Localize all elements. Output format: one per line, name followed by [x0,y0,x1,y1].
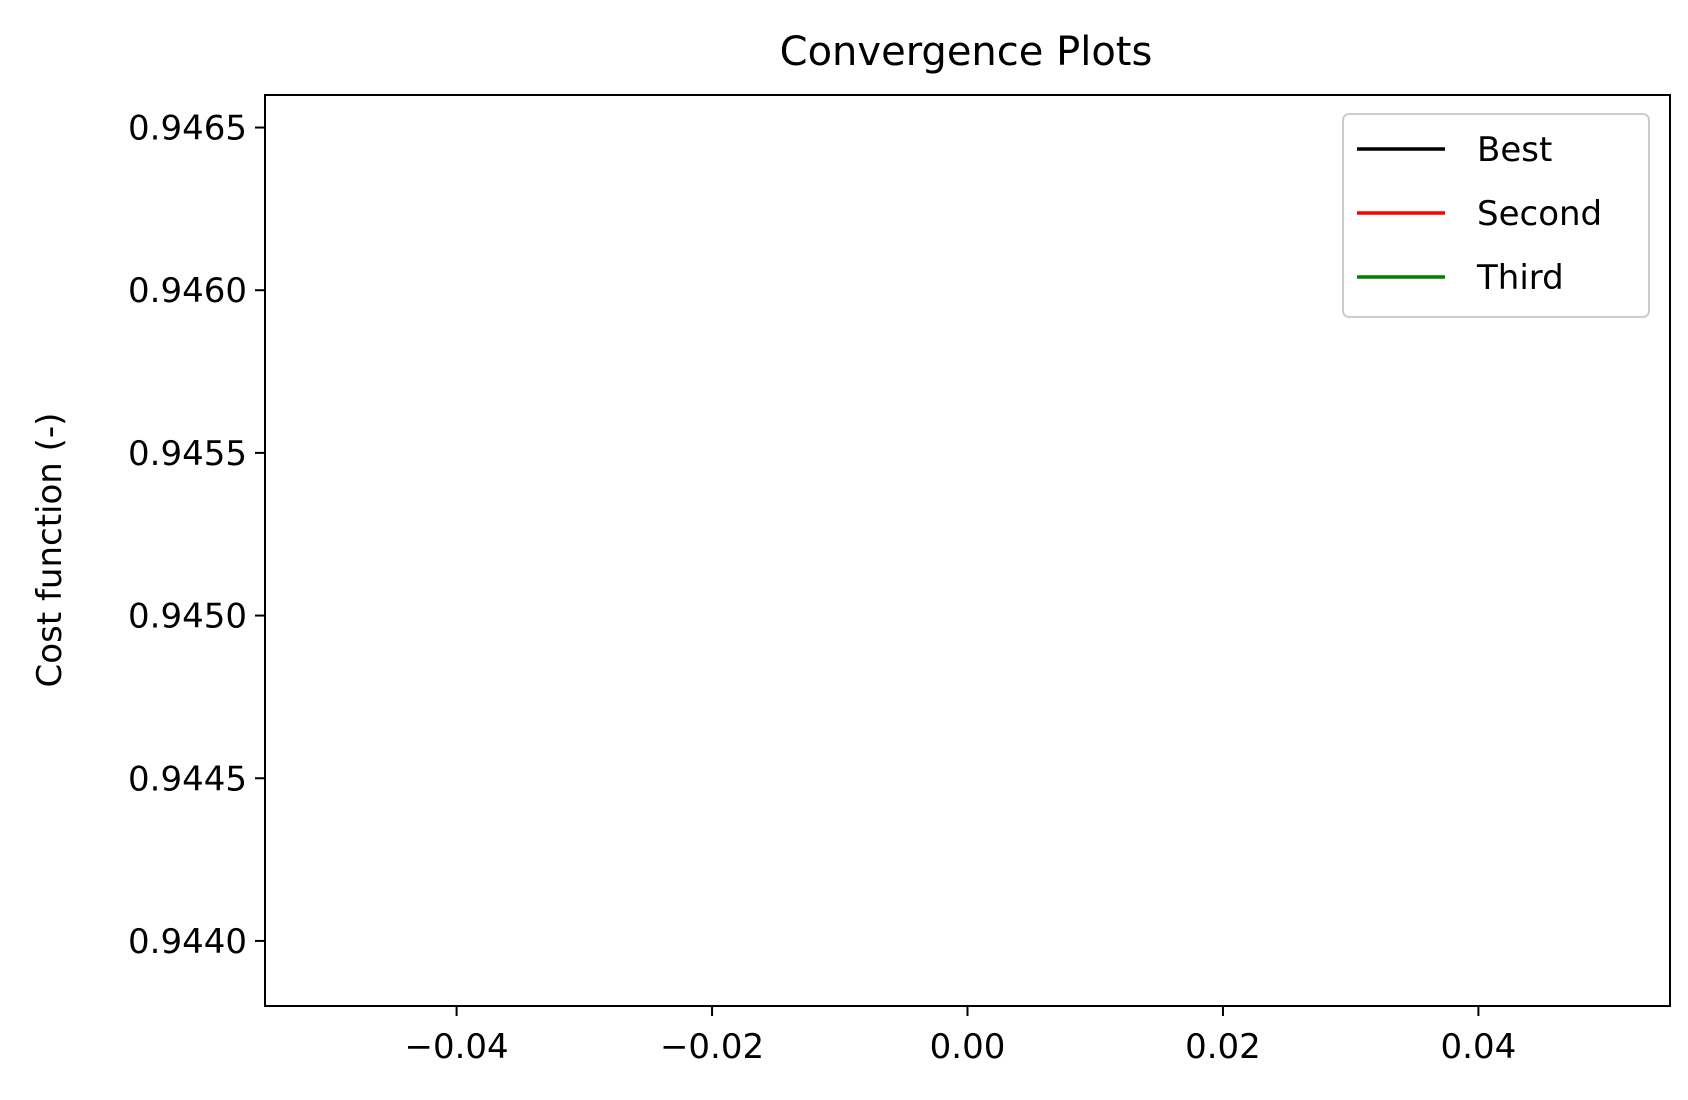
legend: Best Second Third [1342,113,1650,318]
x-tick-label: 0.02 [1185,1027,1261,1067]
legend-label-second: Second [1477,194,1602,234]
y-tick-label: 0.9450 [128,597,247,637]
y-tick-label: 0.9440 [128,922,247,962]
y-tick-label: 0.9455 [128,434,247,474]
x-tick-label: −0.02 [660,1027,764,1067]
legend-label-third: Third [1476,258,1564,298]
chart-title: Convergence Plots [780,29,1153,75]
y-axis-label: Cost function (-) [30,413,70,688]
y-axis: 0.9440 0.9445 0.9450 0.9455 0.9460 0.9465 [128,109,265,962]
x-tick-label: 0.00 [930,1027,1006,1067]
y-tick-label: 0.9465 [128,109,247,149]
legend-box [1342,113,1650,318]
legend-label-best: Best [1477,130,1552,170]
x-tick-label: 0.04 [1441,1027,1517,1067]
x-axis: −0.04 −0.02 0.00 0.02 0.04 [404,1006,1516,1067]
y-tick-label: 0.9445 [128,759,247,799]
x-tick-label: −0.04 [404,1027,508,1067]
y-tick-label: 0.9460 [128,271,247,311]
